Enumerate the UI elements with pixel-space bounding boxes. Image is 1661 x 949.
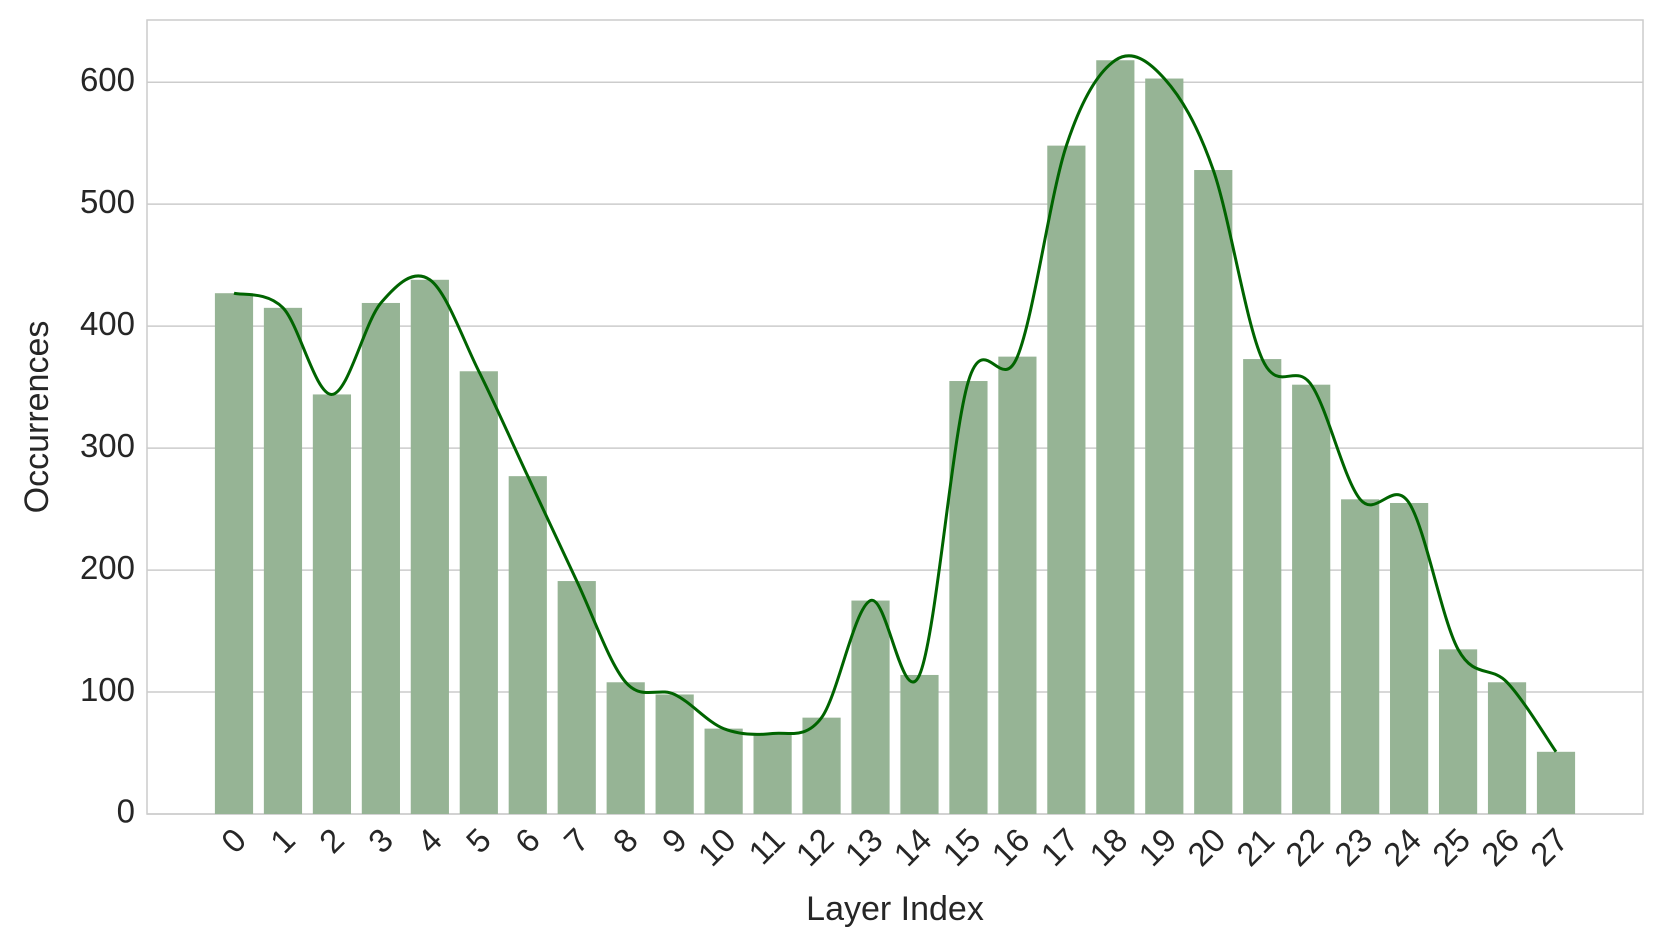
bar [1047, 145, 1086, 815]
trend-line [233, 54, 1558, 753]
bar [1194, 170, 1233, 814]
bar [214, 293, 254, 814]
bar [1096, 60, 1135, 815]
y-tick-label: 300 [80, 427, 135, 464]
x-tick-label: 0 [214, 821, 253, 860]
x-tick-label: 17 [1033, 821, 1085, 873]
bar [1292, 384, 1331, 814]
bar [312, 394, 352, 814]
y-tick-label: 400 [80, 305, 135, 342]
x-tick-label: 10 [691, 821, 743, 873]
x-tick-label: 7 [557, 821, 596, 860]
bar [998, 356, 1037, 814]
bar [1341, 499, 1380, 814]
bar [606, 682, 645, 814]
x-tick-label: 25 [1425, 821, 1477, 873]
bar [459, 371, 498, 814]
x-tick-label: 3 [361, 821, 400, 860]
x-tick-label: 11 [741, 821, 791, 871]
x-tick-label: 24 [1376, 821, 1428, 873]
x-tick-label: 15 [935, 821, 987, 873]
y-tick-label: 200 [80, 549, 135, 586]
x-tick-label: 23 [1327, 821, 1379, 873]
bar [1536, 751, 1576, 814]
bar [361, 302, 400, 814]
bar [655, 694, 694, 814]
x-tick-label: 6 [508, 821, 547, 860]
x-tick-label: 21 [1229, 821, 1281, 873]
x-tick-label: 27 [1523, 821, 1575, 873]
bar [900, 674, 939, 814]
x-tick-label: 1 [263, 821, 302, 860]
x-tick-label: 20 [1180, 821, 1232, 873]
x-tick-label: 14 [886, 821, 938, 873]
bar [704, 728, 743, 814]
x-tick-label: 9 [655, 821, 694, 860]
bar [263, 307, 303, 814]
x-tick-label: 13 [838, 821, 890, 873]
bar [1438, 649, 1478, 814]
bar [851, 600, 890, 814]
y-axis-label: Occurrences [18, 321, 56, 514]
bar [508, 476, 547, 814]
x-tick-label: 5 [459, 821, 498, 860]
x-axis-label: Layer Index [806, 890, 984, 928]
x-tick-label: 2 [312, 821, 351, 860]
y-tick-label: 500 [80, 183, 135, 220]
x-tick-label: 19 [1131, 821, 1183, 873]
bar [802, 717, 841, 814]
bar [1487, 682, 1527, 814]
x-tick-label: 8 [606, 821, 645, 860]
y-tick-label: 600 [80, 61, 135, 98]
y-tick-label: 100 [80, 671, 135, 708]
bar [1145, 78, 1184, 815]
bar [753, 733, 792, 814]
bar [410, 279, 449, 814]
bar [557, 581, 596, 814]
bar [1390, 502, 1429, 814]
y-tick-label: 0 [117, 793, 135, 830]
x-tick-label: 12 [789, 821, 841, 873]
bar [1243, 359, 1282, 814]
x-tick-label: 26 [1474, 821, 1526, 873]
x-tick-label: 18 [1082, 821, 1134, 873]
x-tick-label: 16 [984, 821, 1036, 873]
x-tick-label: 22 [1278, 821, 1330, 873]
x-tick-label: 4 [410, 821, 449, 860]
